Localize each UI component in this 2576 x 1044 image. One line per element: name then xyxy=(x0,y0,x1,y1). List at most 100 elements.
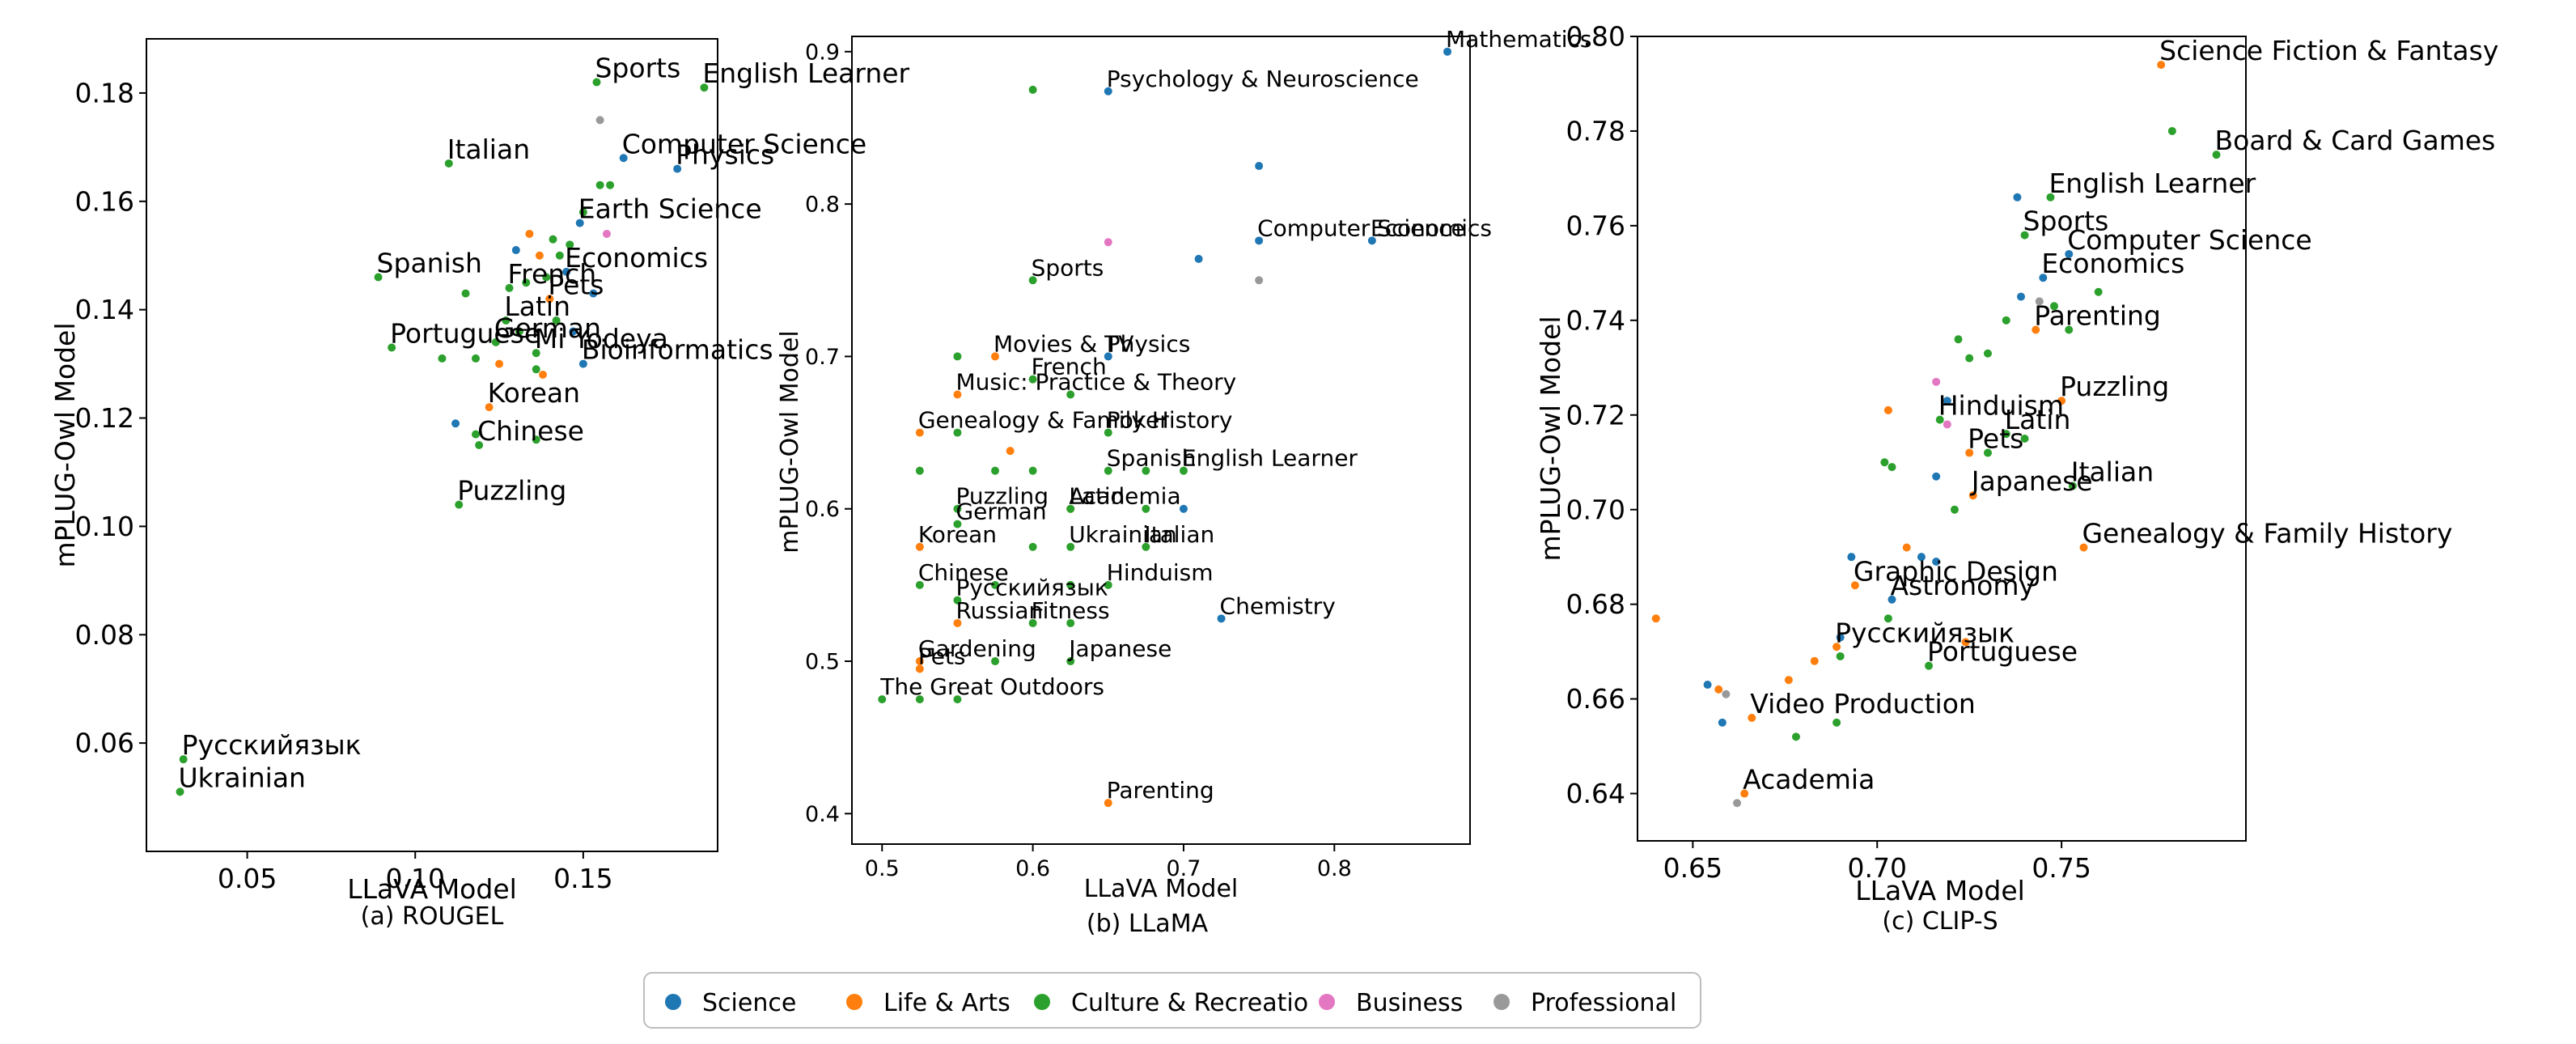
data-point xyxy=(991,580,1000,589)
data-point xyxy=(673,164,682,173)
legend-marker-icon xyxy=(1493,994,1510,1010)
point-label: Astronomy xyxy=(1890,570,2035,601)
point-label: English Learner xyxy=(2049,168,2256,199)
panel-caption: (a) ROUGEL xyxy=(361,902,504,931)
data-point xyxy=(1932,377,1941,386)
data-point xyxy=(578,208,587,217)
data-point xyxy=(595,116,604,125)
point-label: Italian xyxy=(1144,521,1214,548)
point-label: Russian xyxy=(955,597,1043,624)
point-label: Psychology & Neuroscience xyxy=(1107,66,1419,92)
point-label: Earth Science xyxy=(578,193,762,225)
data-point xyxy=(1950,505,1959,514)
point-label: Science Fiction & Fantasy xyxy=(2159,35,2498,66)
point-label: Genealogy & Family History xyxy=(2082,517,2452,549)
point-label: Русскийязык xyxy=(955,575,1108,601)
point-label: Sports xyxy=(2023,206,2109,237)
data-point xyxy=(532,365,540,374)
point-label: Parenting xyxy=(2034,300,2161,332)
point-label: Русскийязык xyxy=(1835,617,2015,648)
y-tick-label: 0.9 xyxy=(805,40,840,65)
point-label: Academia xyxy=(1069,483,1180,510)
legend-item-business: Business xyxy=(1319,989,1463,1017)
point-label: English Learner xyxy=(702,57,909,89)
point-label: The Great Outdoors xyxy=(879,673,1104,700)
data-point xyxy=(532,435,540,444)
data-point xyxy=(2050,302,2059,311)
data-point xyxy=(552,316,561,325)
x-tick-label: 0.05 xyxy=(218,863,277,894)
x-tick-label: 0.15 xyxy=(553,863,612,894)
data-point xyxy=(2212,151,2221,159)
data-point xyxy=(953,618,962,627)
data-point xyxy=(1028,276,1037,285)
point-label: Graphic Design xyxy=(1854,555,2058,587)
panel-caption: (b) LLaMA xyxy=(1087,910,1209,938)
data-point xyxy=(575,219,584,227)
points-layer: Science Fiction & Fantasy Board & Card Ga… xyxy=(1651,35,2498,808)
data-point xyxy=(1104,466,1112,475)
point-label: Japanese xyxy=(1970,465,2093,497)
point-label: Pets xyxy=(1968,423,2023,455)
y-tick-label: 0.12 xyxy=(75,402,134,434)
data-point xyxy=(1217,614,1226,623)
data-point xyxy=(515,327,523,336)
data-point xyxy=(1888,595,1896,604)
data-point xyxy=(1968,491,1977,500)
data-point xyxy=(511,246,520,255)
data-point xyxy=(569,327,578,336)
x-tick-label: 0.5 xyxy=(865,856,900,881)
y-axis-label: mPLUG-Owl Model xyxy=(776,330,804,554)
point-label: Mathematics xyxy=(1446,26,1591,53)
data-point xyxy=(455,500,464,509)
data-point xyxy=(1703,681,1712,690)
point-label: Italian xyxy=(2071,456,2154,487)
data-point xyxy=(1255,162,1264,171)
data-point xyxy=(1888,463,1896,472)
data-point xyxy=(1028,375,1037,384)
point-label: Economics xyxy=(565,242,708,274)
data-point xyxy=(915,580,924,589)
data-point xyxy=(1832,718,1841,727)
data-point xyxy=(1142,542,1150,551)
data-point xyxy=(475,441,484,449)
point-label: German xyxy=(955,499,1046,525)
data-point xyxy=(1142,504,1150,513)
data-point xyxy=(1104,352,1112,361)
point-label: English Learner xyxy=(1182,445,1358,472)
x-tick-label: 0.7 xyxy=(1166,856,1201,881)
point-label: Italian xyxy=(447,134,530,165)
data-point xyxy=(1954,335,1963,344)
y-tick-label: 0.64 xyxy=(1566,778,1625,809)
data-point xyxy=(1066,542,1075,551)
point-label: Русскийязык xyxy=(182,729,362,761)
data-point xyxy=(1983,448,1992,457)
data-point xyxy=(915,664,924,673)
x-axis-label: LLaVA Model xyxy=(347,873,517,905)
data-point xyxy=(1847,553,1856,562)
point-label: Puzzling xyxy=(955,483,1049,510)
data-point xyxy=(915,428,924,437)
data-point xyxy=(1810,656,1819,665)
panel-caption: (c) CLIP-S xyxy=(1882,907,1998,936)
point-label: Korean xyxy=(488,377,580,409)
legend-label: Science xyxy=(702,989,796,1017)
point-label: Mi Yodeya xyxy=(535,323,668,354)
data-point xyxy=(2157,61,2166,70)
data-point xyxy=(562,267,571,276)
x-ticks: 0.65 0.70 0.75 xyxy=(1663,841,2091,884)
data-point xyxy=(1832,643,1841,651)
legend-box xyxy=(643,972,1701,1029)
data-point xyxy=(555,251,564,260)
data-point xyxy=(522,278,531,287)
data-point xyxy=(566,240,574,249)
y-tick-label: 0.80 xyxy=(1566,21,1625,53)
data-point xyxy=(1983,349,1992,358)
point-label: German xyxy=(494,312,601,344)
data-point xyxy=(1651,614,1660,623)
data-point xyxy=(606,180,615,189)
point-label: Fitness xyxy=(1032,597,1110,624)
data-point xyxy=(1718,718,1727,727)
y-tick-label: 0.68 xyxy=(1566,588,1625,620)
